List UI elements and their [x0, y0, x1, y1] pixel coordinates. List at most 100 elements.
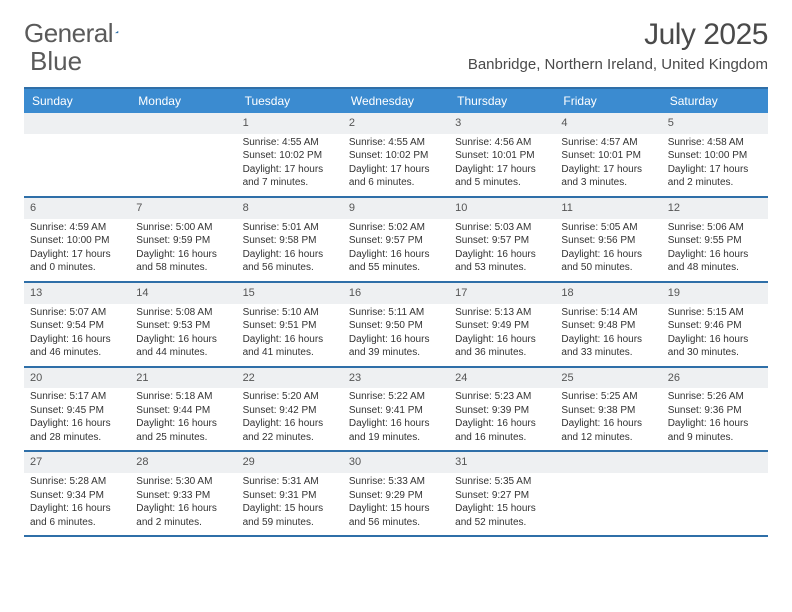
day-number: 28 [130, 452, 236, 473]
daylight-text: Daylight: 16 hours and 28 minutes. [30, 417, 124, 444]
day-number: 26 [662, 368, 768, 389]
sunset-text: Sunset: 9:55 PM [668, 234, 762, 248]
day-number: 1 [237, 113, 343, 134]
day-number: 22 [237, 368, 343, 389]
sunset-text: Sunset: 9:29 PM [349, 489, 443, 503]
day-body: Sunrise: 5:00 AMSunset: 9:59 PMDaylight:… [130, 219, 236, 281]
daylight-text: Daylight: 16 hours and 50 minutes. [561, 248, 655, 275]
sunset-text: Sunset: 9:57 PM [349, 234, 443, 248]
day-cell-1: 1Sunrise: 4:55 AMSunset: 10:02 PMDayligh… [237, 113, 343, 196]
day-cell-10: 10Sunrise: 5:03 AMSunset: 9:57 PMDayligh… [449, 198, 555, 281]
sunset-text: Sunset: 9:53 PM [136, 319, 230, 333]
daylight-text: Daylight: 16 hours and 44 minutes. [136, 333, 230, 360]
daylight-text: Daylight: 17 hours and 0 minutes. [30, 248, 124, 275]
sunrise-text: Sunrise: 5:06 AM [668, 221, 762, 235]
day-number: 29 [237, 452, 343, 473]
daylight-text: Daylight: 16 hours and 9 minutes. [668, 417, 762, 444]
day-number: 10 [449, 198, 555, 219]
day-number: 17 [449, 283, 555, 304]
day-cell-empty: . [662, 452, 768, 535]
day-body [130, 134, 236, 196]
sunset-text: Sunset: 10:00 PM [30, 234, 124, 248]
day-body: Sunrise: 5:08 AMSunset: 9:53 PMDaylight:… [130, 304, 236, 366]
daylight-text: Daylight: 16 hours and 55 minutes. [349, 248, 443, 275]
sunset-text: Sunset: 9:51 PM [243, 319, 337, 333]
day-number: 31 [449, 452, 555, 473]
day-body: Sunrise: 5:14 AMSunset: 9:48 PMDaylight:… [555, 304, 661, 366]
day-cell-17: 17Sunrise: 5:13 AMSunset: 9:49 PMDayligh… [449, 283, 555, 366]
sunset-text: Sunset: 9:31 PM [243, 489, 337, 503]
day-number: 8 [237, 198, 343, 219]
day-body: Sunrise: 5:18 AMSunset: 9:44 PMDaylight:… [130, 388, 236, 450]
sunset-text: Sunset: 9:49 PM [455, 319, 549, 333]
sunrise-text: Sunrise: 5:23 AM [455, 390, 549, 404]
day-name-tuesday: Tuesday [237, 89, 343, 113]
day-number: 2 [343, 113, 449, 134]
daylight-text: Daylight: 16 hours and 30 minutes. [668, 333, 762, 360]
day-cell-empty: . [555, 452, 661, 535]
day-body: Sunrise: 5:35 AMSunset: 9:27 PMDaylight:… [449, 473, 555, 535]
day-cell-14: 14Sunrise: 5:08 AMSunset: 9:53 PMDayligh… [130, 283, 236, 366]
sunrise-text: Sunrise: 5:01 AM [243, 221, 337, 235]
daylight-text: Daylight: 17 hours and 6 minutes. [349, 163, 443, 190]
day-body: Sunrise: 5:13 AMSunset: 9:49 PMDaylight:… [449, 304, 555, 366]
week-row: 20Sunrise: 5:17 AMSunset: 9:45 PMDayligh… [24, 368, 768, 453]
day-number: 11 [555, 198, 661, 219]
calendar-grid: SundayMondayTuesdayWednesdayThursdayFrid… [24, 89, 768, 537]
logo: General [24, 18, 137, 49]
sunrise-text: Sunrise: 5:25 AM [561, 390, 655, 404]
day-cell-2: 2Sunrise: 4:55 AMSunset: 10:02 PMDayligh… [343, 113, 449, 196]
day-number: 24 [449, 368, 555, 389]
daylight-text: Daylight: 16 hours and 33 minutes. [561, 333, 655, 360]
day-body: Sunrise: 5:10 AMSunset: 9:51 PMDaylight:… [237, 304, 343, 366]
day-cell-3: 3Sunrise: 4:56 AMSunset: 10:01 PMDayligh… [449, 113, 555, 196]
daylight-text: Daylight: 15 hours and 59 minutes. [243, 502, 337, 529]
day-body: Sunrise: 5:25 AMSunset: 9:38 PMDaylight:… [555, 388, 661, 450]
title-block: July 2025 Banbridge, Northern Ireland, U… [468, 18, 768, 73]
day-body: Sunrise: 5:03 AMSunset: 9:57 PMDaylight:… [449, 219, 555, 281]
daylight-text: Daylight: 16 hours and 2 minutes. [136, 502, 230, 529]
day-number: 6 [24, 198, 130, 219]
day-body: Sunrise: 4:55 AMSunset: 10:02 PMDaylight… [343, 134, 449, 196]
sunrise-text: Sunrise: 5:15 AM [668, 306, 762, 320]
sunrise-text: Sunrise: 5:26 AM [668, 390, 762, 404]
day-cell-6: 6Sunrise: 4:59 AMSunset: 10:00 PMDayligh… [24, 198, 130, 281]
day-cell-19: 19Sunrise: 5:15 AMSunset: 9:46 PMDayligh… [662, 283, 768, 366]
daylight-text: Daylight: 16 hours and 36 minutes. [455, 333, 549, 360]
day-body: Sunrise: 5:17 AMSunset: 9:45 PMDaylight:… [24, 388, 130, 450]
day-body: Sunrise: 5:20 AMSunset: 9:42 PMDaylight:… [237, 388, 343, 450]
day-cell-20: 20Sunrise: 5:17 AMSunset: 9:45 PMDayligh… [24, 368, 130, 451]
day-number: 18 [555, 283, 661, 304]
daylight-text: Daylight: 16 hours and 19 minutes. [349, 417, 443, 444]
day-body: Sunrise: 5:30 AMSunset: 9:33 PMDaylight:… [130, 473, 236, 535]
day-body: Sunrise: 5:31 AMSunset: 9:31 PMDaylight:… [237, 473, 343, 535]
week-row: ..1Sunrise: 4:55 AMSunset: 10:02 PMDayli… [24, 113, 768, 198]
sunset-text: Sunset: 10:02 PM [243, 149, 337, 163]
sunrise-text: Sunrise: 4:58 AM [668, 136, 762, 150]
day-name-wednesday: Wednesday [343, 89, 449, 113]
sunrise-text: Sunrise: 5:17 AM [30, 390, 124, 404]
sunrise-text: Sunrise: 5:07 AM [30, 306, 124, 320]
day-body: Sunrise: 4:57 AMSunset: 10:01 PMDaylight… [555, 134, 661, 196]
day-number: 21 [130, 368, 236, 389]
daylight-text: Daylight: 15 hours and 52 minutes. [455, 502, 549, 529]
sunset-text: Sunset: 10:01 PM [561, 149, 655, 163]
week-row: 27Sunrise: 5:28 AMSunset: 9:34 PMDayligh… [24, 452, 768, 537]
sunrise-text: Sunrise: 5:30 AM [136, 475, 230, 489]
day-body: Sunrise: 5:22 AMSunset: 9:41 PMDaylight:… [343, 388, 449, 450]
daylight-text: Daylight: 16 hours and 48 minutes. [668, 248, 762, 275]
sunrise-text: Sunrise: 4:57 AM [561, 136, 655, 150]
day-name-sunday: Sunday [24, 89, 130, 113]
day-cell-5: 5Sunrise: 4:58 AMSunset: 10:00 PMDayligh… [662, 113, 768, 196]
day-body: Sunrise: 5:02 AMSunset: 9:57 PMDaylight:… [343, 219, 449, 281]
day-body: Sunrise: 4:58 AMSunset: 10:00 PMDaylight… [662, 134, 768, 196]
daylight-text: Daylight: 15 hours and 56 minutes. [349, 502, 443, 529]
logo-text-2: Blue [30, 46, 82, 77]
sunset-text: Sunset: 9:45 PM [30, 404, 124, 418]
day-number: 20 [24, 368, 130, 389]
day-body: Sunrise: 5:07 AMSunset: 9:54 PMDaylight:… [24, 304, 130, 366]
sunrise-text: Sunrise: 5:13 AM [455, 306, 549, 320]
sunrise-text: Sunrise: 5:10 AM [243, 306, 337, 320]
day-name-saturday: Saturday [662, 89, 768, 113]
day-number: 30 [343, 452, 449, 473]
